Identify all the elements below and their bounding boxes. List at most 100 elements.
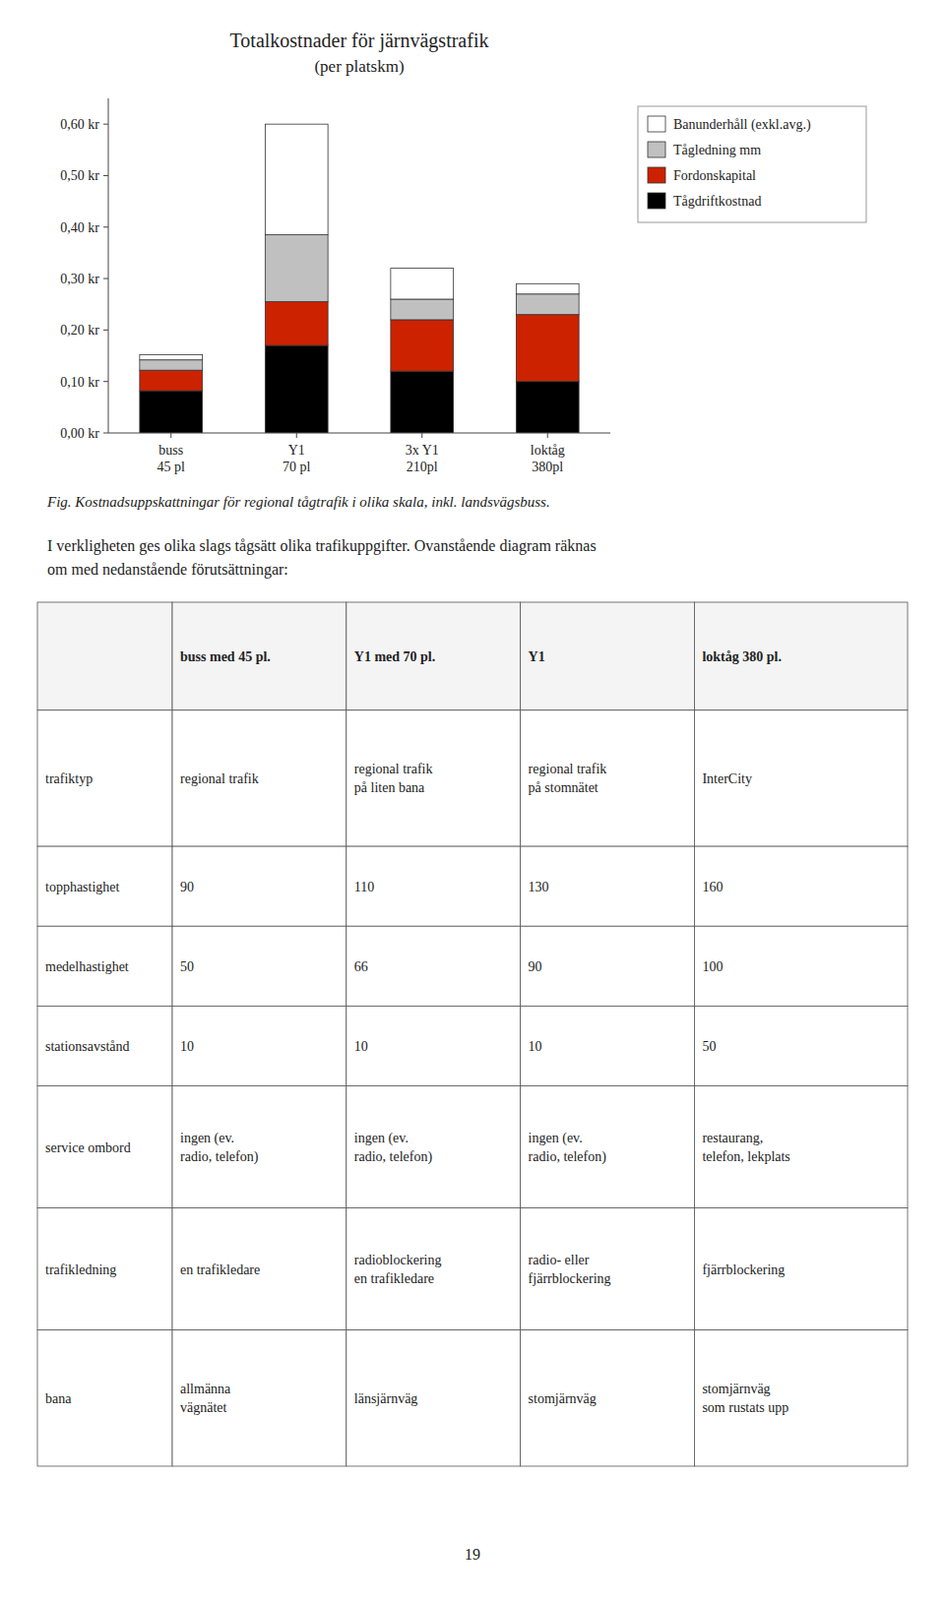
table-text: 50 — [701, 1039, 716, 1055]
text-line: 110 — [354, 880, 375, 895]
table-text: 10 — [354, 1039, 369, 1055]
table-cell — [172, 710, 347, 847]
text-line: 210pl — [406, 459, 439, 475]
table-text: 66 — [354, 959, 369, 975]
table-header: Y1 med 70 pl. — [354, 649, 436, 665]
y-tick-label: 0,10 kr — [60, 375, 100, 390]
bar-segment — [264, 345, 328, 434]
bar-segment — [515, 315, 579, 382]
x-tick-label: Y170 pl — [282, 442, 312, 475]
table-cell — [172, 1006, 347, 1086]
legend-label: Fordonskapital — [673, 168, 756, 184]
text-line: 10 — [180, 1039, 194, 1055]
text-line: radio- eller — [528, 1253, 590, 1268]
table-cell — [520, 1208, 695, 1331]
y-tick — [103, 226, 109, 228]
text-line: trafikledning — [45, 1262, 117, 1278]
bar-segment — [515, 294, 579, 315]
text-line: en trafikledare — [180, 1262, 260, 1278]
y-tick-label: 0,50 kr — [60, 168, 100, 184]
y-tick — [103, 329, 109, 331]
table-text: 130 — [528, 880, 550, 895]
bar-segment — [139, 360, 203, 371]
table-text: stomjärnvägsom rustats upp — [701, 1382, 789, 1416]
text-line: en trafikledare — [354, 1271, 435, 1287]
table-cell — [693, 1085, 908, 1208]
table-cell — [172, 846, 347, 927]
bar-segment — [264, 235, 328, 303]
table-text: radio- eller fjärrblockering — [528, 1253, 612, 1287]
y-tick-label: 0,20 kr — [60, 322, 100, 338]
table-cell — [172, 602, 347, 711]
table-cell — [172, 1330, 347, 1467]
table-text: en trafikledare — [180, 1262, 260, 1278]
table-text: länsjärnväg — [354, 1391, 419, 1407]
legend-swatch — [647, 141, 666, 158]
table-text: ingen (ev.radio, telefon) — [354, 1131, 434, 1166]
x-tick — [421, 433, 423, 439]
legend-swatch — [647, 167, 666, 184]
table-cell — [37, 926, 173, 1007]
text-line: länsjärnväg — [354, 1391, 419, 1407]
bar-segment — [139, 354, 203, 360]
page-number: 19 — [464, 1546, 481, 1564]
text-line: 50 — [180, 959, 194, 975]
y-axis-line — [108, 98, 110, 434]
table-cell — [172, 926, 347, 1007]
bar-segment — [264, 302, 328, 346]
bar-segment — [139, 390, 203, 434]
table-cell — [37, 1208, 173, 1331]
table-cell — [520, 1330, 695, 1467]
bar-segment — [390, 268, 454, 300]
text-line: stomjärnväg — [701, 1382, 770, 1397]
text-line: stomjärnväg — [528, 1391, 597, 1407]
text-line: radioblockering — [354, 1253, 442, 1268]
table-text: fjärrblockering — [701, 1262, 785, 1278]
table-cell — [520, 846, 695, 927]
table-header: Y1 — [528, 649, 546, 665]
y-tick-label: 0,30 kr — [60, 271, 100, 287]
table-cell — [172, 1085, 347, 1208]
bar-segment — [139, 370, 203, 391]
x-tick-label: buss45 pl — [157, 442, 187, 475]
legend-swatch — [647, 192, 666, 209]
text-line: ingen (ev. — [528, 1131, 583, 1147]
legend: Banunderhåll (exkl.avg.)Tågledning mmFor… — [637, 106, 867, 223]
table-cell — [346, 1006, 521, 1086]
table-text: regional trafikpå liten bana — [354, 761, 434, 796]
x-axis-line — [108, 433, 611, 435]
text-line: på stomnätet — [528, 780, 599, 796]
table-cell — [346, 1330, 521, 1467]
text-line: buss — [158, 442, 184, 458]
table-cell — [693, 1208, 908, 1331]
table-text: 160 — [701, 880, 723, 895]
bar-segment — [390, 299, 454, 320]
text-line: radio, telefon) — [354, 1149, 434, 1166]
text-line: 66 — [354, 959, 369, 975]
y-tick — [103, 380, 109, 382]
table-text: regional trafik — [180, 771, 259, 787]
text-line: allmänna — [180, 1382, 232, 1397]
table-text: service ombord — [45, 1140, 131, 1156]
text-line: fjärrblockering — [701, 1262, 785, 1278]
text-line: på liten bana — [354, 780, 426, 796]
text-line: 10 — [528, 1039, 543, 1055]
table-text: 50 — [180, 959, 194, 975]
text-line: stationsavstånd — [45, 1039, 130, 1055]
text-line: fjärrblockering — [528, 1271, 612, 1287]
table-cell — [37, 846, 173, 927]
legend-label: Tågledning mm — [673, 142, 761, 158]
x-tick-label: 3x Y1210pl — [405, 442, 440, 475]
text-line: 70 pl — [282, 459, 312, 475]
text-line: restaurang, — [701, 1131, 763, 1146]
y-tick — [103, 175, 109, 177]
table-text: 100 — [701, 959, 723, 975]
x-tick — [296, 433, 298, 439]
text-line: Y1 — [288, 442, 306, 458]
table-text: stomjärnväg — [528, 1391, 597, 1407]
y-tick — [103, 124, 109, 126]
table-cell — [693, 710, 908, 847]
table-text: 90 — [180, 880, 194, 895]
table-text: 90 — [528, 959, 543, 975]
text-line: radio, telefon) — [180, 1149, 259, 1166]
